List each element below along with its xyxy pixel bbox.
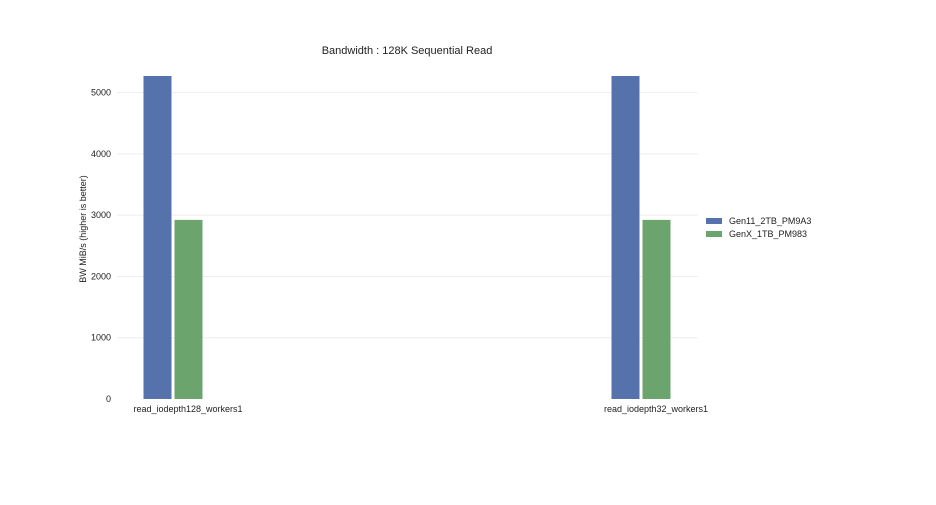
x-tick-label: read_iodepth128_workers1 <box>133 404 242 414</box>
y-tick-label: 2000 <box>91 271 111 281</box>
legend-label: GenX_1TB_PM983 <box>729 229 807 239</box>
y-tick-label: 0 <box>106 394 111 404</box>
y-tick-label: 5000 <box>91 88 111 98</box>
bar <box>174 219 203 399</box>
y-tick-label: 3000 <box>91 210 111 220</box>
bar <box>611 76 640 399</box>
chart-title: Bandwidth : 128K Sequential Read <box>322 45 493 57</box>
y-tick-label: 1000 <box>91 333 111 343</box>
legend-label: Gen11_2TB_PM9A3 <box>729 216 811 226</box>
bars <box>143 76 671 399</box>
bar <box>642 219 671 399</box>
y-axis-ticks: 0 1000 2000 3000 4000 5000 <box>91 88 111 404</box>
gridlines <box>117 92 698 339</box>
y-axis-title: BW MiB/s (higher is better) <box>78 175 88 283</box>
y-tick-label: 4000 <box>91 149 111 159</box>
legend-swatch <box>706 218 722 224</box>
legend-swatch <box>706 231 722 237</box>
x-tick-label: read_iodepth32_workers1 <box>604 404 708 414</box>
x-axis-ticks: read_iodepth128_workers1 read_iodepth32_w… <box>133 404 708 414</box>
legend: Gen11_2TB_PM9A3 GenX_1TB_PM983 <box>706 216 811 239</box>
bar <box>143 76 172 399</box>
